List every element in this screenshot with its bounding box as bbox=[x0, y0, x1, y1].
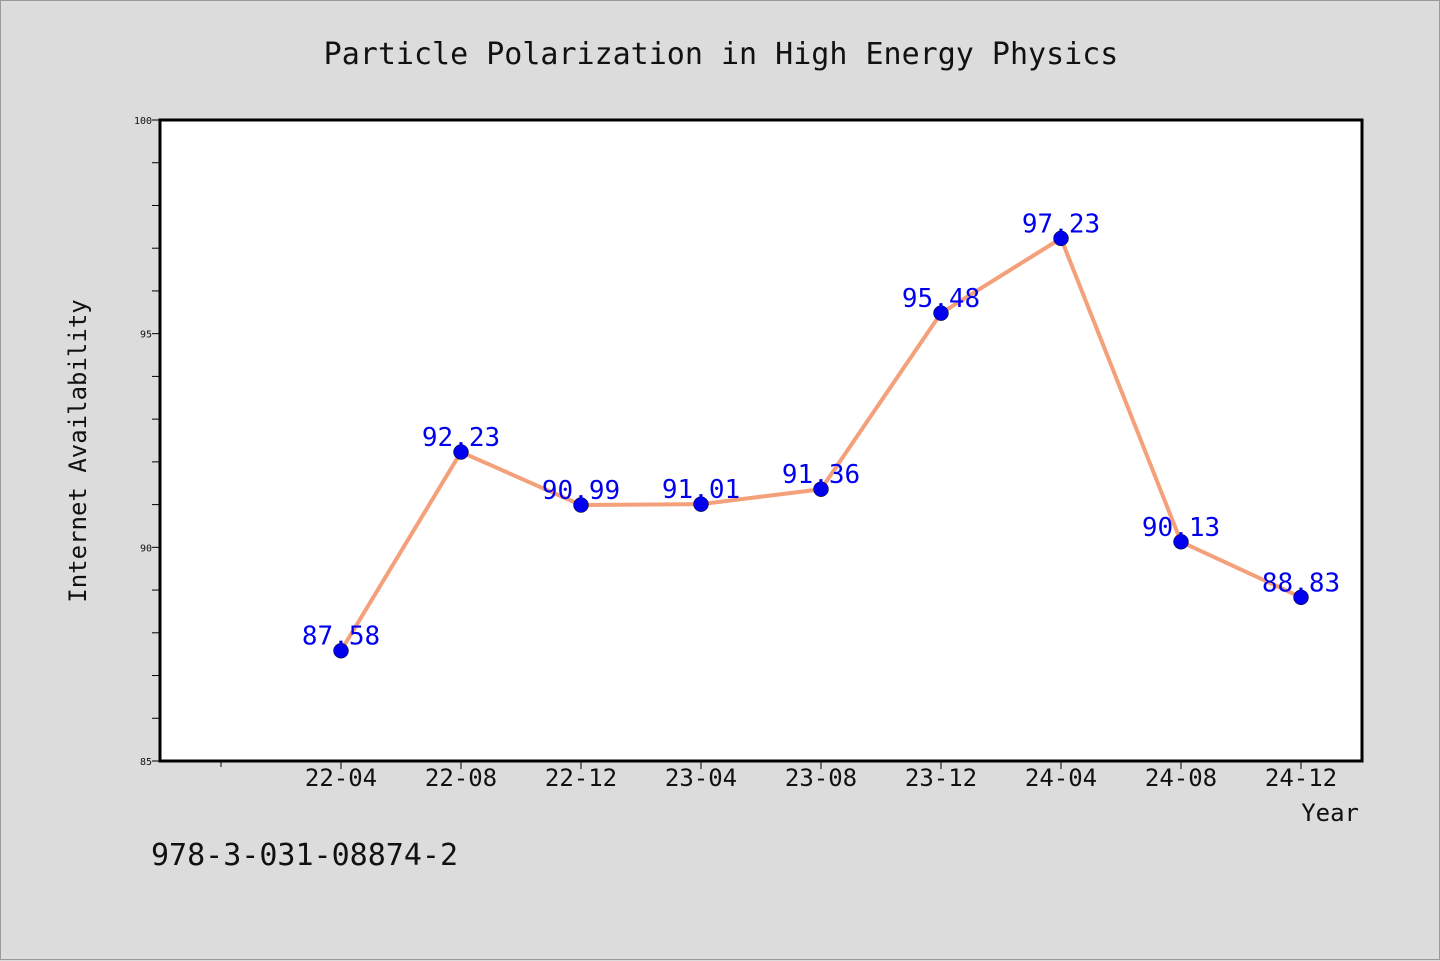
y-axis: 85 90 95 100 bbox=[134, 116, 160, 768]
data-point bbox=[333, 642, 349, 659]
data-point bbox=[933, 305, 949, 321]
x-axis-label: Year bbox=[1301, 799, 1359, 827]
data-label: 95.48 bbox=[902, 284, 980, 314]
x-tick-label: 23-12 bbox=[905, 764, 977, 792]
isbn-footnote: 978-3-031-08874-2 bbox=[151, 838, 458, 873]
x-axis: 22-04 22-08 22-12 23-04 23-08 23-12 24-04 24-08… bbox=[220, 761, 1337, 792]
data-label: 87.58 bbox=[302, 622, 380, 652]
data-label: 91.01 bbox=[662, 475, 740, 505]
data-label: 90.13 bbox=[1142, 513, 1220, 543]
data-label: 97.23 bbox=[1022, 209, 1100, 239]
y-axis-label: Internet Availability bbox=[64, 299, 92, 602]
chart-title: Particle Polarization in High Energy Phy… bbox=[324, 37, 1119, 72]
x-tick-label: 24-04 bbox=[1025, 764, 1097, 792]
y-tick-label: 85 bbox=[140, 757, 152, 768]
data-label: 88.83 bbox=[1262, 568, 1340, 598]
data-point bbox=[1173, 534, 1189, 550]
x-tick-label: 24-08 bbox=[1145, 764, 1217, 792]
data-point bbox=[693, 496, 709, 512]
data-label: 92.23 bbox=[422, 423, 500, 453]
x-tick-label: 22-12 bbox=[545, 764, 617, 792]
y-tick-label: 90 bbox=[140, 543, 152, 554]
x-tick-label: 24-12 bbox=[1265, 764, 1337, 792]
data-label: 91.36 bbox=[782, 460, 860, 490]
data-point bbox=[453, 444, 469, 460]
x-tick-label: 23-04 bbox=[665, 764, 737, 792]
data-point bbox=[573, 497, 589, 513]
x-tick-label: 23-08 bbox=[785, 764, 857, 792]
y-tick-label: 100 bbox=[134, 116, 152, 127]
data-point bbox=[1293, 589, 1309, 606]
y-tick-label: 95 bbox=[140, 330, 152, 341]
x-tick-label: 22-08 bbox=[425, 764, 497, 792]
plot-area bbox=[158, 118, 1364, 763]
data-label: 90.99 bbox=[542, 476, 620, 506]
data-point bbox=[813, 481, 829, 497]
data-point bbox=[1053, 230, 1069, 247]
series-group: 87.58 92.23 90.99 91.01 91.36 95.48 97.23 90.13… bbox=[302, 209, 1340, 659]
x-tick-label: 22-04 bbox=[305, 764, 377, 792]
